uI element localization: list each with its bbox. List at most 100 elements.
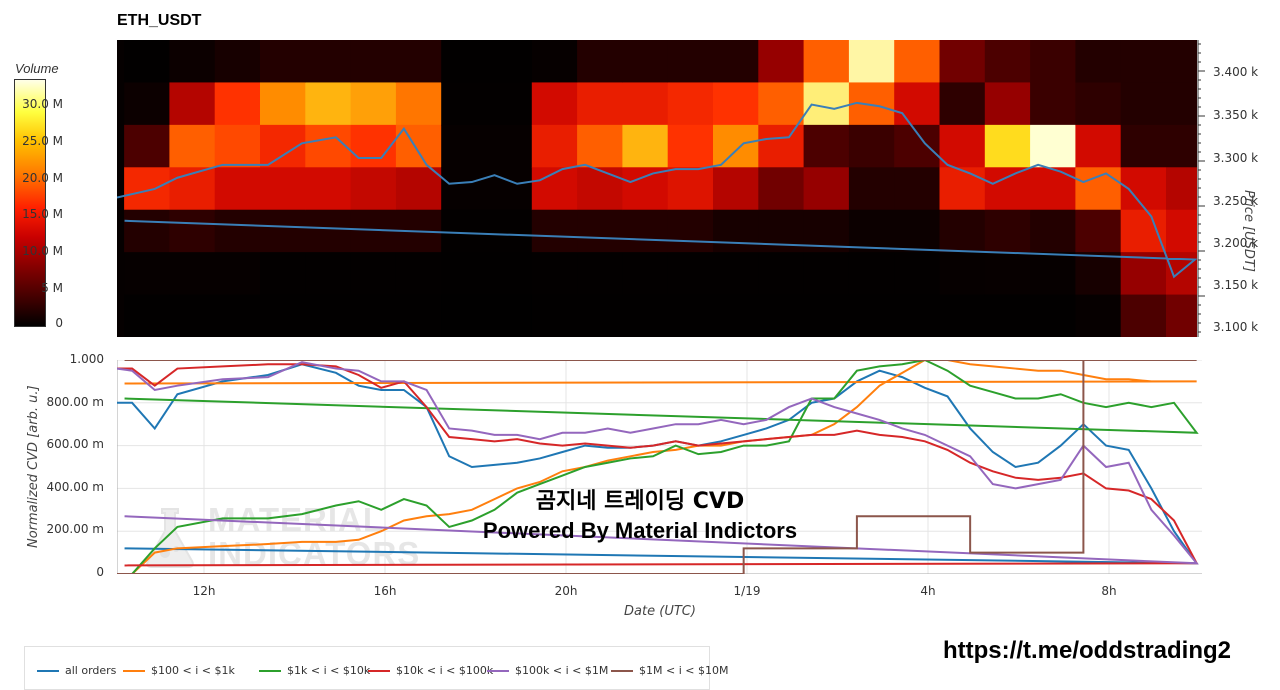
price-tick: 3.250 k <box>1213 194 1259 208</box>
heatmap-cell <box>758 252 805 296</box>
volume-heatmap <box>117 40 1197 337</box>
heatmap-cell <box>214 252 261 296</box>
cvd-axis-label: Normalized CVD [arb. u.] <box>26 385 41 548</box>
colorbar-tick: 5 M <box>41 281 63 295</box>
heatmap-cell <box>260 40 307 83</box>
heatmap-cell <box>1030 124 1077 168</box>
heatmap-cell <box>350 294 397 337</box>
heatmap-cell <box>1120 209 1167 253</box>
heatmap-cell <box>441 209 488 253</box>
heatmap-cell <box>124 40 171 83</box>
heatmap-cell <box>577 294 624 337</box>
legend-item[interactable]: $100 < i < $1k <box>123 664 235 677</box>
heatmap-cell <box>260 124 307 168</box>
heatmap-cell <box>984 82 1032 126</box>
heatmap-cell <box>667 40 714 83</box>
heatmap-cell <box>531 252 579 296</box>
heatmap-cell <box>713 294 760 337</box>
cvd-series-line <box>117 361 1199 565</box>
heatmap-cell <box>395 82 443 126</box>
heatmap-cell <box>395 294 443 337</box>
legend-item[interactable]: $1k < i < $10k <box>259 664 370 677</box>
heatmap-cell <box>848 252 896 296</box>
cvd-series-line <box>117 360 1197 574</box>
cvd-tick: 1.000 <box>69 352 104 366</box>
heatmap-cell <box>531 124 579 168</box>
heatmap-cell <box>260 82 307 126</box>
cvd-tick: 400.00 m <box>46 480 105 494</box>
heatmap-cell <box>577 82 624 126</box>
heatmap-cell <box>848 40 896 83</box>
legend-swatch <box>123 670 145 672</box>
heatmap-cell <box>441 167 488 211</box>
colorbar-tick: 25.0 M <box>22 134 63 148</box>
colorbar-title: Volume <box>15 61 59 76</box>
heatmap-cell <box>350 167 397 211</box>
heatmap-cell <box>758 294 805 337</box>
heatmap-cell <box>622 252 669 296</box>
heatmap-cell <box>803 167 850 211</box>
heatmap-cell <box>939 294 986 337</box>
heatmap-cell <box>395 124 443 168</box>
heatmap-cell <box>939 40 986 83</box>
heatmap-cell <box>1075 124 1122 168</box>
heatmap-cell <box>803 124 850 168</box>
heatmap-cell <box>713 40 760 83</box>
heatmap-cell <box>169 252 216 296</box>
legend-item[interactable]: $10k < i < $100k <box>368 664 493 677</box>
legend-label: all orders <box>65 664 117 677</box>
price-tick: 3.200 k <box>1213 236 1259 250</box>
heatmap-cell <box>1030 294 1077 337</box>
legend-label: $100k < i < $1M <box>515 664 609 677</box>
heatmap-cell <box>441 124 488 168</box>
heatmap-cell <box>1166 40 1197 83</box>
heatmap-cell <box>758 82 805 126</box>
heatmap-cell <box>803 252 850 296</box>
heatmap-cell <box>441 40 488 83</box>
heatmap-cell <box>1075 294 1122 337</box>
heatmap-cell <box>350 252 397 296</box>
heatmap-cell <box>486 252 533 296</box>
legend-item[interactable]: all orders <box>37 664 116 677</box>
heatmap-cell <box>441 82 488 126</box>
heatmap-cell <box>214 124 261 168</box>
price-tick: 3.100 k <box>1213 320 1259 334</box>
price-tick: 3.150 k <box>1213 278 1259 292</box>
heatmap-cell <box>758 167 805 211</box>
heatmap-cell <box>1120 40 1167 83</box>
heatmap-cell <box>667 294 714 337</box>
colorbar-tick: 10.0 M <box>22 244 63 258</box>
heatmap-cell <box>894 167 941 211</box>
colorbar-tick: 20.0 M <box>22 171 63 185</box>
overlay-subtitle: Powered By Material Indictors <box>482 518 798 543</box>
heatmap-cell <box>169 40 216 83</box>
price-axis <box>1197 40 1205 337</box>
heatmap-cell <box>713 209 760 253</box>
telegram-link[interactable]: https://t.me/oddstrading2 <box>943 637 1231 664</box>
heatmap-cell <box>169 82 216 126</box>
heatmap-cell <box>214 40 261 83</box>
time-tick: 4h <box>920 584 936 598</box>
legend-label: $1k < i < $10k <box>287 664 371 677</box>
legend-item[interactable]: $1M < i < $10M <box>611 664 728 677</box>
price-tick: 3.400 k <box>1213 65 1259 79</box>
heatmap-cell <box>124 124 171 168</box>
heatmap-cell <box>667 252 714 296</box>
heatmap-cell <box>939 82 986 126</box>
heatmap-cell <box>531 82 579 126</box>
heatmap-cell <box>803 294 850 337</box>
heatmap-cell <box>803 82 850 126</box>
heatmap-cell <box>848 167 896 211</box>
heatmap-cell <box>622 209 669 253</box>
price-tick: 3.350 k <box>1213 108 1259 122</box>
heatmap-cell <box>169 124 216 168</box>
heatmap-cell <box>894 294 941 337</box>
heatmap-cell <box>622 167 669 211</box>
heatmap-cell <box>713 124 760 168</box>
heatmap-cell <box>305 252 352 296</box>
legend-item[interactable]: $100k < i < $1M <box>487 664 608 677</box>
heatmap-cell <box>395 167 443 211</box>
heatmap-cell <box>622 82 669 126</box>
heatmap-cell <box>803 40 850 83</box>
heatmap-cell <box>667 167 714 211</box>
